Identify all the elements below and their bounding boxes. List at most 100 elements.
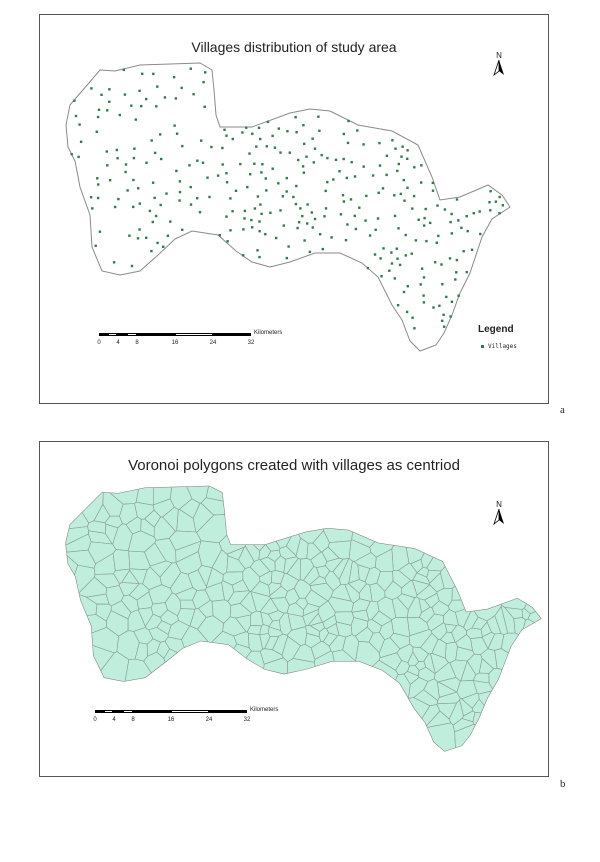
village-point xyxy=(422,276,426,279)
scale-tick: 0 xyxy=(97,340,101,346)
voronoi-cell xyxy=(197,599,214,618)
voronoi-cell xyxy=(389,632,410,650)
voronoi-cell xyxy=(426,569,442,584)
scale-tick: 8 xyxy=(135,340,139,346)
village-point xyxy=(425,239,428,243)
village-point xyxy=(282,224,285,227)
village-point xyxy=(287,245,290,248)
voronoi-cell xyxy=(274,555,286,573)
village-point xyxy=(501,204,504,207)
village-point xyxy=(156,85,159,88)
voronoi-cell xyxy=(313,697,431,752)
village-point xyxy=(96,177,99,180)
village-point xyxy=(226,240,229,243)
scale-tick: 0 xyxy=(93,717,97,723)
village-point xyxy=(323,215,326,218)
village-point xyxy=(347,119,350,123)
village-point xyxy=(243,217,246,220)
village-point xyxy=(397,162,400,166)
village-point xyxy=(346,223,349,226)
village-point xyxy=(420,164,423,167)
village-point xyxy=(338,170,341,173)
village-point xyxy=(410,252,413,255)
voronoi-cell xyxy=(373,673,411,722)
voronoi-cell xyxy=(267,610,285,622)
village-point xyxy=(281,195,285,198)
village-point xyxy=(380,275,383,278)
village-point xyxy=(138,202,141,205)
village-point xyxy=(105,150,108,153)
village-point xyxy=(385,154,389,157)
scale-tick: 32 xyxy=(247,340,255,346)
voronoi-cell xyxy=(313,650,357,752)
village-point xyxy=(377,191,380,194)
voronoi-cell xyxy=(127,530,157,553)
village-point xyxy=(297,158,300,162)
voronoi-cell xyxy=(431,638,447,659)
legend-item-label: Villages xyxy=(488,343,517,350)
village-point xyxy=(286,130,289,133)
scale-segment xyxy=(175,333,213,336)
panel-b-voronoi-map: Voronoi polygons created with villages a… xyxy=(39,441,549,777)
voronoi-cell xyxy=(415,660,427,671)
village-point xyxy=(136,237,140,240)
village-point xyxy=(393,194,396,197)
scale-segment xyxy=(127,333,137,336)
voronoi-cell xyxy=(423,678,440,701)
village-point xyxy=(202,80,205,84)
village-point xyxy=(303,239,306,242)
village-point xyxy=(178,190,182,194)
village-point xyxy=(397,227,400,230)
voronoi-cell xyxy=(488,667,541,714)
voronoi-cell xyxy=(466,627,483,640)
village-point xyxy=(450,232,453,235)
village-point xyxy=(231,210,234,213)
village-point xyxy=(192,93,195,96)
scale-segment xyxy=(171,710,209,713)
village-point xyxy=(498,212,501,215)
voronoi-cell xyxy=(480,621,492,638)
village-point xyxy=(241,131,244,134)
village-point xyxy=(402,290,406,294)
village-point xyxy=(498,195,501,199)
village-point xyxy=(221,146,224,150)
village-point xyxy=(123,93,127,96)
village-point xyxy=(470,248,474,251)
village-point xyxy=(95,130,98,133)
village-point xyxy=(362,165,365,168)
village-point xyxy=(332,178,335,181)
village-point xyxy=(353,214,356,218)
voronoi-cell xyxy=(351,609,370,622)
village-point xyxy=(365,194,368,198)
village-point xyxy=(412,194,416,198)
voronoi-cell xyxy=(461,710,476,723)
village-point xyxy=(423,216,426,220)
voronoi-cell xyxy=(116,630,140,660)
scale-segment xyxy=(95,710,104,713)
village-point xyxy=(406,157,409,160)
village-point xyxy=(420,181,423,184)
village-point xyxy=(256,195,260,198)
scale-segment xyxy=(108,333,117,336)
village-point xyxy=(465,270,468,274)
village-point xyxy=(108,100,111,103)
village-point xyxy=(417,218,420,221)
village-point xyxy=(150,249,153,253)
village-point xyxy=(437,234,440,238)
voronoi-cell xyxy=(211,549,229,575)
village-point xyxy=(301,214,304,218)
village-point xyxy=(239,162,242,166)
voronoi-cell xyxy=(269,585,288,599)
village-point xyxy=(216,174,220,177)
village-point xyxy=(112,261,116,264)
village-point xyxy=(258,255,261,259)
voronoi-cell xyxy=(411,579,430,596)
voronoi-cell xyxy=(456,680,478,700)
voronoi-cell xyxy=(358,722,458,752)
village-point xyxy=(155,105,158,108)
scale-segment xyxy=(123,710,133,713)
village-point xyxy=(253,207,257,210)
north-arrow-icon xyxy=(493,59,504,77)
village-point xyxy=(299,207,302,210)
scale-segment xyxy=(213,333,251,336)
